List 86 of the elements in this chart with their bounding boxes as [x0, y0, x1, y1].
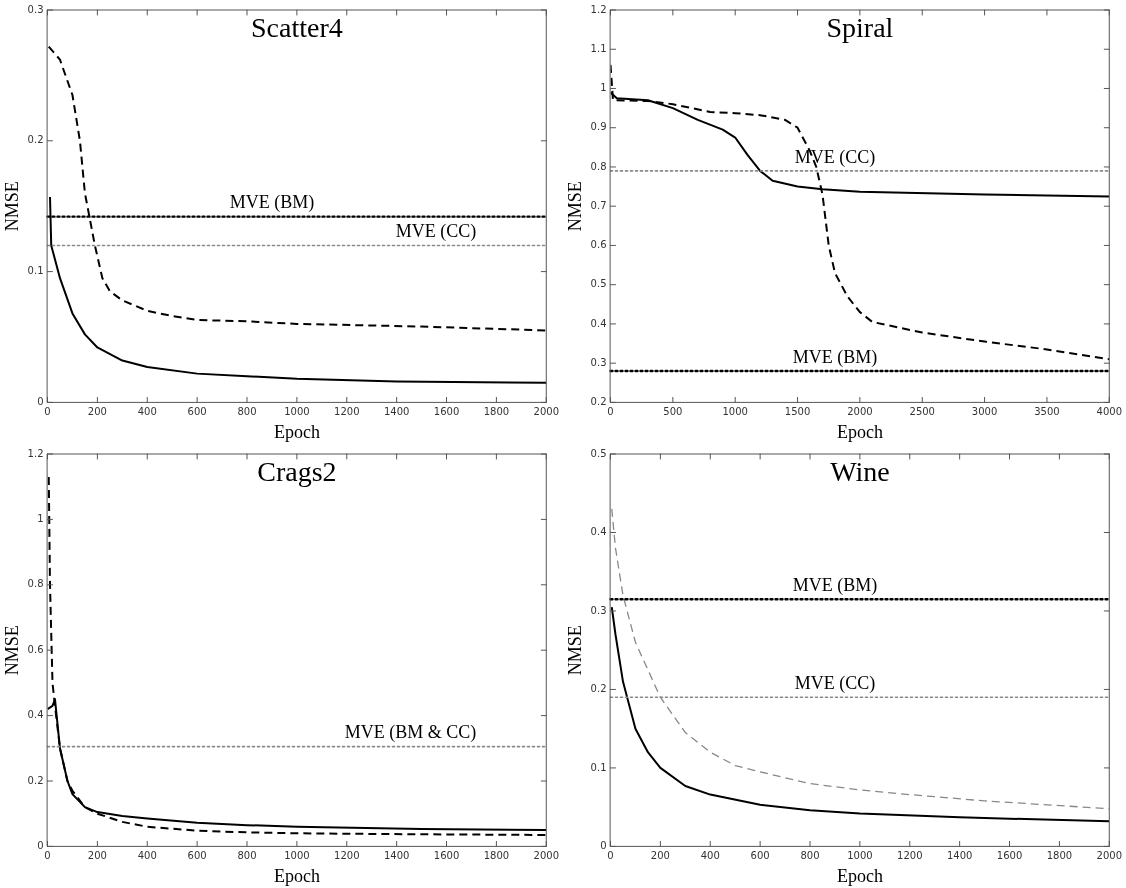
x-tick-label: 1000: [722, 405, 748, 417]
x-axis-title: Epoch: [836, 865, 883, 886]
ref-line-label: MVE (CC): [395, 221, 477, 243]
x-tick-label: 1500: [784, 405, 811, 417]
x-tick-label: 4000: [1096, 405, 1122, 417]
y-tick-label: 1: [37, 512, 44, 524]
x-tick-label: 2000: [533, 405, 559, 417]
chart-title: Scatter4: [251, 12, 343, 44]
y-axis-title: NMSE: [564, 181, 585, 232]
y-tick-label: 0.7: [590, 199, 607, 211]
x-tick-label: 200: [87, 849, 107, 861]
y-tick-label: 0.4: [590, 317, 607, 329]
y-tick-label: 0.3: [590, 356, 607, 368]
y-tick-label: 0.2: [27, 134, 44, 146]
x-tick-label: 1600: [996, 849, 1023, 861]
x-tick-label: 1800: [483, 849, 510, 861]
y-tick-label: 0: [600, 839, 607, 851]
y-tick-label: 0.8: [27, 578, 44, 590]
ref-line-label: MVE (BM): [792, 346, 878, 368]
x-tick-label: 1600: [433, 405, 460, 417]
y-axis-title: NMSE: [1, 181, 22, 232]
x-axis-title: Epoch: [273, 865, 320, 886]
ref-line-label: MVE (CC): [794, 146, 876, 168]
x-tick-label: 3500: [1034, 405, 1060, 417]
y-tick-label: 0.5: [590, 447, 607, 459]
x-tick-label: 600: [750, 849, 770, 861]
x-tick-label: 1200: [334, 849, 360, 861]
y-tick-label: 0.2: [590, 395, 607, 407]
y-tick-label: 0: [37, 839, 44, 851]
x-tick-label: 600: [187, 405, 207, 417]
x-tick-label: 2000: [1096, 849, 1122, 861]
ref-line-label: MVE (CC): [794, 673, 876, 695]
y-tick-label: 0.2: [590, 683, 607, 695]
y-tick-label: 0.5: [590, 278, 607, 290]
x-tick-label: 2000: [533, 849, 559, 861]
line-series: [47, 45, 547, 332]
x-tick-label: 1800: [483, 405, 510, 417]
ref-line-label: MVE (BM): [792, 574, 878, 596]
y-tick-label: 0.6: [590, 239, 607, 251]
y-tick-label: 0.2: [27, 774, 44, 786]
x-tick-label: 1000: [284, 849, 310, 861]
x-tick-label: 800: [237, 405, 257, 417]
x-tick-label: 600: [187, 849, 207, 861]
x-tick-label: 1800: [1046, 849, 1073, 861]
ref-line-label: MVE (BM & CC): [344, 722, 477, 744]
y-tick-label: 0.6: [27, 643, 44, 655]
y-tick-label: 0: [37, 395, 44, 407]
x-tick-label: 1600: [433, 849, 460, 861]
x-tick-label: 2500: [909, 405, 935, 417]
chart-title: Spiral: [826, 12, 894, 44]
ref-line-label: MVE (BM): [229, 192, 315, 214]
y-tick-label: 0.3: [590, 604, 607, 616]
x-tick-label: 800: [800, 849, 820, 861]
x-tick-label: 1000: [284, 405, 310, 417]
x-tick-label: 800: [237, 849, 257, 861]
x-tick-label: 400: [700, 849, 720, 861]
y-tick-label: 0.9: [590, 121, 607, 133]
y-tick-label: 1.2: [27, 447, 44, 459]
x-tick-label: 1000: [847, 849, 873, 861]
y-axis-title: NMSE: [564, 625, 585, 676]
x-tick-label: 1200: [334, 405, 360, 417]
x-tick-label: 500: [663, 405, 683, 417]
y-tick-label: 1.1: [590, 42, 607, 54]
y-tick-label: 0.8: [590, 160, 607, 172]
y-axis-title: NMSE: [1, 625, 22, 676]
y-tick-label: 0.1: [27, 265, 44, 277]
y-tick-label: 0.3: [27, 3, 44, 15]
x-axis-title: Epoch: [273, 421, 320, 442]
y-tick-label: 0.4: [590, 526, 607, 538]
x-tick-label: 400: [137, 405, 157, 417]
x-tick-label: 1200: [897, 849, 923, 861]
chart-title: Wine: [830, 456, 890, 488]
x-tick-label: 2000: [847, 405, 873, 417]
x-axis-title: Epoch: [836, 421, 883, 442]
chart-title: Crags2: [257, 456, 337, 488]
x-tick-label: 200: [650, 849, 670, 861]
x-tick-label: 200: [87, 405, 107, 417]
x-tick-label: 1400: [383, 405, 410, 417]
x-tick-label: 400: [137, 849, 157, 861]
x-tick-label: 1400: [383, 849, 410, 861]
x-tick-label: 3000: [971, 405, 998, 417]
y-tick-label: 1.2: [590, 3, 607, 15]
y-tick-label: 1: [600, 82, 607, 94]
y-tick-label: 0.1: [590, 761, 607, 773]
y-tick-label: 0.4: [27, 709, 44, 721]
x-tick-label: 1400: [946, 849, 973, 861]
